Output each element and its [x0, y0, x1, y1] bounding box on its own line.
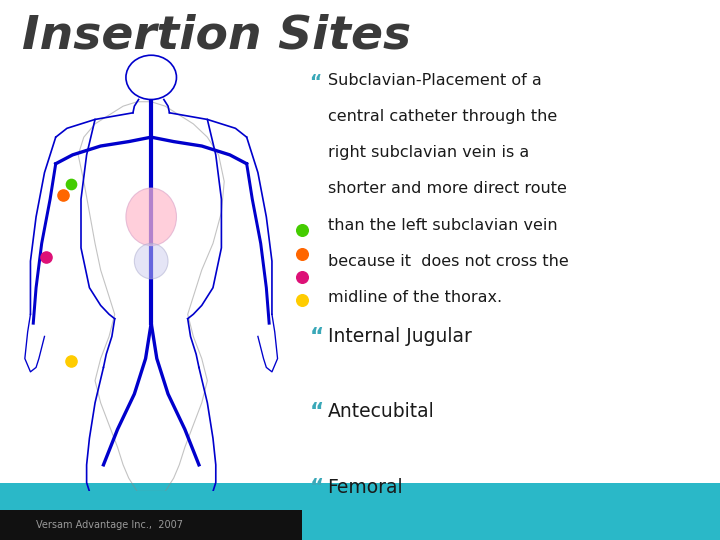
Point: [297, 249, 308, 258]
Text: Insertion Sites: Insertion Sites: [22, 14, 410, 58]
Point: [40, 252, 52, 261]
Bar: [0, 510, 302, 540]
Point: [57, 191, 68, 199]
Point: [66, 356, 77, 365]
Text: “: “: [310, 327, 324, 347]
Text: “: “: [310, 478, 324, 498]
Text: central catheter through the: central catheter through the: [328, 109, 557, 124]
Ellipse shape: [135, 244, 168, 279]
Ellipse shape: [126, 188, 176, 246]
Point: [66, 179, 77, 188]
Text: right subclavian vein is a: right subclavian vein is a: [328, 145, 529, 160]
Text: Internal Jugular: Internal Jugular: [328, 327, 472, 346]
Text: Antecubital: Antecubital: [328, 402, 434, 421]
Text: Versam Advantage Inc.,  2007: Versam Advantage Inc., 2007: [36, 520, 183, 530]
Text: than the left subclavian vein: than the left subclavian vein: [328, 218, 557, 233]
Point: [297, 296, 308, 305]
Text: “: “: [310, 402, 324, 422]
Text: Femoral: Femoral: [328, 478, 403, 497]
Text: because it  does not cross the: because it does not cross the: [328, 254, 568, 269]
Text: midline of the thorax.: midline of the thorax.: [328, 290, 502, 305]
Point: [297, 225, 308, 234]
Text: Subclavian-Placement of a: Subclavian-Placement of a: [328, 73, 541, 88]
Point: [297, 273, 308, 281]
Text: “: “: [310, 73, 322, 92]
Text: shorter and more direct route: shorter and more direct route: [328, 181, 567, 197]
Bar: [0, 483, 720, 540]
